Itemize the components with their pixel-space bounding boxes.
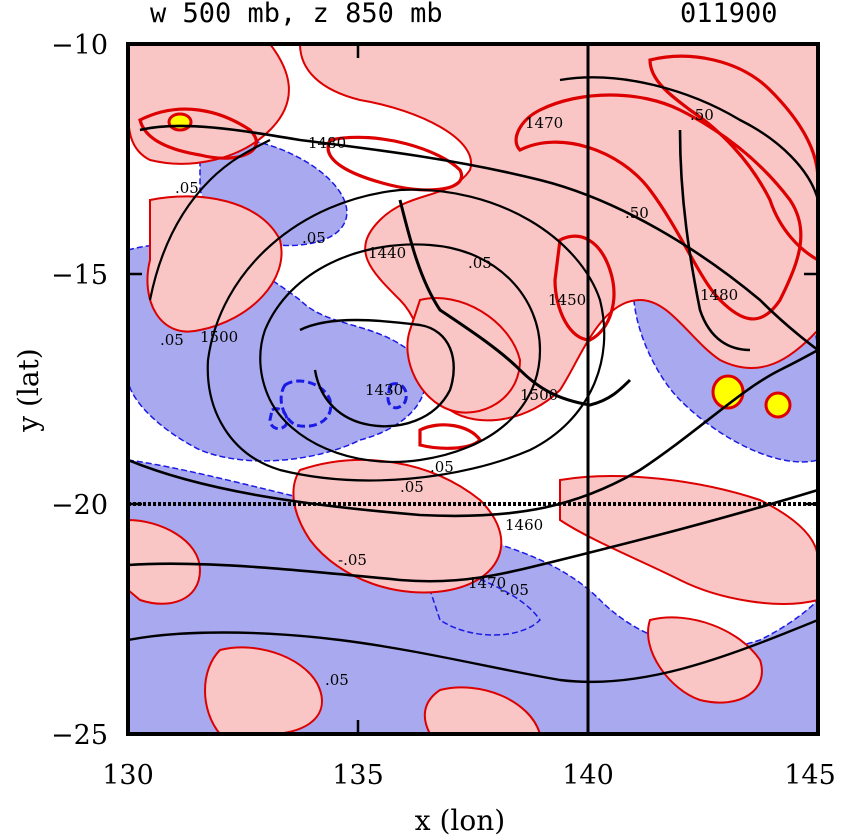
- positive-region: [406, 297, 522, 414]
- y-tick-label: −20: [51, 490, 108, 521]
- y-tick-label: −25: [51, 720, 108, 751]
- positive-contour: [648, 54, 818, 262]
- positive-region: [128, 44, 290, 165]
- height-contours: [128, 76, 818, 684]
- y-tick-label: −15: [51, 260, 108, 291]
- height-contour-ridge: [398, 199, 632, 407]
- plot-frame: [126, 42, 820, 736]
- positive-region: [423, 686, 542, 734]
- contour-label: .05: [160, 331, 184, 349]
- x-tick-label: 130: [102, 760, 154, 791]
- height-contour-1440: [259, 243, 542, 464]
- contour-label: 1470: [468, 574, 506, 592]
- contour-label: 1480: [308, 134, 346, 152]
- negative-contour: [279, 379, 333, 428]
- height-contour-1460: [128, 348, 818, 518]
- contour-label: .05: [400, 478, 424, 496]
- updraft-core: [167, 112, 193, 132]
- positive-contour: [553, 234, 616, 342]
- positive-contour: [418, 423, 483, 450]
- x-tick-label: 135: [332, 760, 384, 791]
- positive-region: [128, 518, 202, 605]
- contour-label: .05: [325, 671, 349, 689]
- contour-label: 1460: [505, 516, 543, 534]
- negative-contour: [268, 407, 289, 431]
- positive-region: [146, 195, 283, 333]
- contour-label: .05: [430, 458, 454, 476]
- map-title: w 500 mb, z 850 mb: [150, 0, 443, 29]
- contour-label: 1470: [525, 114, 563, 132]
- x-axis-tick-labels: 130 135 140 145: [102, 760, 836, 791]
- contour-label: 1450: [548, 291, 586, 309]
- contour-label: .50: [625, 204, 649, 222]
- height-contour-east: [678, 129, 751, 352]
- contour-label: .50: [690, 106, 714, 124]
- contour-label: -.05: [500, 581, 529, 599]
- x-tick-label: 145: [784, 760, 836, 791]
- height-contour-1450: [206, 188, 606, 482]
- updraft-core: [764, 391, 792, 419]
- positive-region: [647, 616, 763, 704]
- y-tick-label: −10: [51, 30, 108, 61]
- height-contour-1430: [299, 318, 455, 428]
- contour-labels: 1480 1470 1430 1440 1450 1500 1460 1470 …: [160, 106, 738, 689]
- positive-contour: [326, 135, 464, 192]
- contour-label: .05: [175, 179, 199, 197]
- contour-label: 1440: [368, 244, 406, 262]
- contour-label: 1500: [200, 328, 238, 346]
- y-axis-title: y (lat): [12, 348, 45, 432]
- x-tick-label: 140: [562, 760, 614, 791]
- height-contour-1500: [148, 139, 271, 301]
- contour-label: .05: [302, 229, 326, 247]
- contour-label: 1430: [365, 381, 403, 399]
- negative-contour: [386, 382, 408, 410]
- height-contour-1480: [139, 124, 818, 352]
- plot-area: 1480 1470 1430 1440 1450 1500 1460 1470 …: [128, 44, 818, 734]
- contour-label: 1480: [700, 286, 738, 304]
- axis-ticks: [126, 42, 820, 736]
- map-timestamp: 011900: [680, 0, 778, 29]
- contour-label: -.05: [338, 551, 367, 569]
- positive-region: [204, 646, 323, 734]
- height-contour-northeast: [559, 76, 818, 201]
- x-axis-title: x (lon): [415, 804, 505, 837]
- contour-label: .05: [468, 254, 492, 272]
- y-axis-tick-labels: −10 −15 −20 −25: [51, 30, 108, 751]
- height-contour-1470: [128, 488, 818, 583]
- strong-negative-contours: [268, 379, 408, 431]
- contour-label: 1500: [520, 386, 558, 404]
- positive-w-regions: [128, 44, 818, 734]
- height-contour-outer: [128, 618, 818, 684]
- positive-region: [292, 459, 503, 594]
